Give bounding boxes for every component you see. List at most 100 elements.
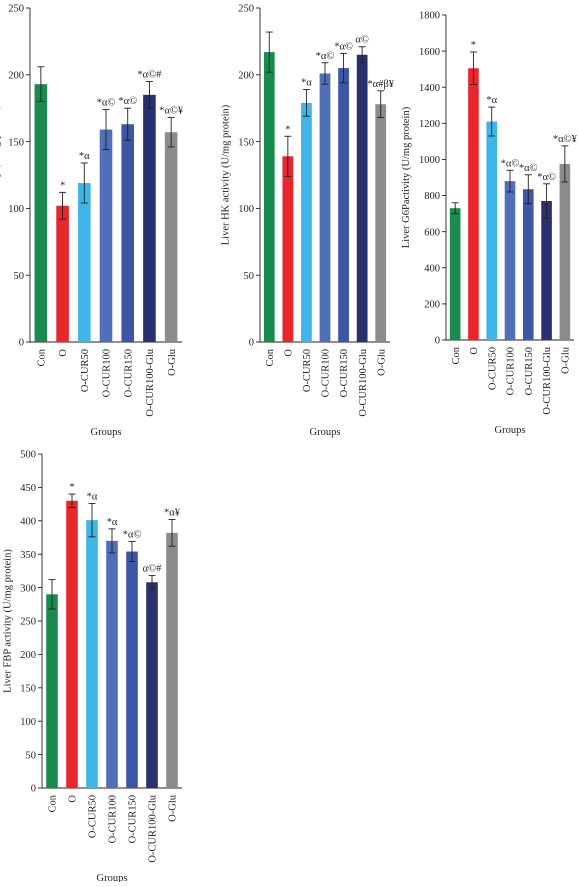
bar-o bbox=[66, 500, 78, 788]
y-axis-label: Liver FBP activity (U/mg protein) bbox=[3, 549, 14, 693]
fbp-chart: 0 50 100 150 200 250 300 350 400 450 500 Liver FBP … bbox=[3, 450, 182, 884]
bar-o-cur100-glu bbox=[541, 200, 552, 340]
bar-o-cur150 bbox=[338, 68, 349, 343]
x-tick-label: O-Glu bbox=[376, 348, 387, 376]
y-tick-label: 150 bbox=[238, 137, 254, 148]
significance-label: *α©¥ bbox=[159, 106, 184, 117]
significance-label: *α© bbox=[537, 172, 556, 183]
significance-label: α© bbox=[355, 35, 369, 46]
x-tick-label: O-CUR150 bbox=[123, 349, 134, 397]
bar-o-cur100-glu bbox=[143, 94, 156, 342]
x-axis-label: Groups bbox=[495, 425, 526, 436]
x-tick-label: O-CUR50 bbox=[88, 795, 99, 838]
bar-o-cur50 bbox=[301, 102, 312, 342]
x-tick-label: O-CUR150 bbox=[524, 347, 535, 395]
bar-o-cur100 bbox=[319, 73, 331, 343]
x-tick-label: O-CUR100 bbox=[102, 349, 113, 397]
x-tick-label: O-CUR100 bbox=[506, 347, 517, 395]
y-axis-label: Liver G6Pactivity (U/mg protein) bbox=[401, 106, 412, 248]
x-tick-label: O-CUR150 bbox=[339, 349, 350, 397]
y-tick-label: 600 bbox=[424, 227, 440, 238]
y-tick-label: 1400 bbox=[419, 83, 440, 94]
bar-con bbox=[34, 84, 48, 342]
x-tick-label: O-CUR100-Glu bbox=[148, 794, 159, 862]
y-tick-label: 0 bbox=[19, 338, 24, 349]
bar-o-glu bbox=[164, 132, 178, 342]
x-tick-label: O-CUR150 bbox=[128, 795, 139, 843]
significance-label: *α© bbox=[316, 51, 335, 62]
chart-panel-fbp: 0 50 100 150 200 250 300 350 400 450 500 Liver FBP … bbox=[0, 448, 200, 884]
significance-label: *α©# bbox=[137, 69, 162, 80]
significance-label: *α bbox=[301, 77, 312, 88]
y-tick-label: 250 bbox=[238, 4, 254, 15]
y-tick-label: 100 bbox=[8, 204, 24, 215]
significance-label: *α¥ bbox=[164, 507, 181, 518]
bar-o-cur100 bbox=[106, 540, 118, 788]
significance-label: *α© bbox=[123, 530, 142, 541]
bar-o-cur150 bbox=[126, 551, 138, 788]
x-tick-label: O bbox=[469, 347, 480, 355]
significance-label: *α©¥ bbox=[553, 134, 578, 145]
bar-o-cur50 bbox=[77, 183, 91, 342]
significance-label: *α bbox=[486, 95, 497, 106]
x-tick-label: Con bbox=[265, 348, 276, 366]
g6p-chart: 0 200 400 600 800 1000 1200 1400 1600 1800 Liver G… bbox=[401, 11, 578, 436]
y-tick-label: 1000 bbox=[419, 155, 440, 166]
y-axis-label: Liver PK activity (U/mg protein) bbox=[0, 105, 2, 244]
x-tick-label: O-Glu bbox=[167, 348, 178, 376]
x-tick-label: O-CUR100-Glu bbox=[145, 348, 156, 416]
x-tick-label: O-CUR50 bbox=[487, 347, 498, 390]
y-tick-label: 100 bbox=[20, 717, 36, 728]
y-tick-label: 50 bbox=[14, 271, 25, 282]
bar-con bbox=[46, 594, 58, 788]
y-tick-label: 300 bbox=[20, 583, 36, 594]
bar-con bbox=[449, 208, 461, 340]
x-tick-label: Con bbox=[37, 348, 48, 366]
bar-con bbox=[263, 52, 275, 342]
significance-label: *α© bbox=[334, 41, 353, 52]
y-tick-label: 250 bbox=[8, 4, 24, 15]
y-tick-label: 1800 bbox=[419, 11, 440, 22]
x-tick-label: O-CUR50 bbox=[80, 349, 91, 392]
x-tick-label: O-CUR50 bbox=[302, 349, 313, 392]
y-tick-label: 0 bbox=[249, 338, 254, 349]
bar-o-cur100-glu bbox=[356, 54, 368, 342]
y-tick-label: 100 bbox=[238, 204, 254, 215]
y-tick-label: 200 bbox=[8, 70, 24, 81]
significance-label: α©# bbox=[143, 564, 162, 575]
significance-label: *α bbox=[79, 151, 90, 162]
y-tick-label: 200 bbox=[20, 650, 36, 661]
chart-panel-g6p: 0 200 400 600 800 1000 1200 1400 1600 1800 Liver G… bbox=[400, 0, 579, 440]
y-tick-label: 400 bbox=[424, 263, 440, 274]
x-tick-label: Con bbox=[451, 346, 462, 364]
y-tick-label: 250 bbox=[20, 617, 36, 628]
x-axis-label: Groups bbox=[97, 873, 128, 882]
significance-label: *α bbox=[107, 517, 118, 528]
x-tick-label: O-Glu bbox=[561, 346, 572, 374]
y-tick-label: 0 bbox=[435, 336, 440, 347]
y-tick-label: 350 bbox=[20, 550, 36, 561]
y-tick-label: 400 bbox=[20, 516, 36, 527]
x-axis-label: Groups bbox=[310, 427, 341, 438]
bar-o-cur100 bbox=[99, 129, 113, 342]
y-tick-label: 200 bbox=[238, 70, 254, 81]
y-tick-label: 800 bbox=[424, 191, 440, 202]
y-tick-label: 50 bbox=[244, 271, 255, 282]
x-tick-label: O-CUR100 bbox=[321, 349, 332, 397]
x-tick-label: Con bbox=[48, 794, 59, 812]
chart-panel-hk: 0 50 100 150 200 250 Liver HK activity (U/mg p… bbox=[200, 0, 400, 440]
y-tick-label: 500 bbox=[20, 450, 36, 461]
bar-o-glu bbox=[375, 104, 387, 342]
significance-label: *α© bbox=[118, 96, 137, 107]
y-tick-label: 1600 bbox=[419, 47, 440, 58]
y-tick-label: 200 bbox=[424, 300, 440, 311]
y-tick-label: 450 bbox=[20, 483, 36, 494]
significance-label: * bbox=[285, 124, 290, 135]
bar-o-cur100-glu bbox=[146, 582, 158, 788]
bar-o bbox=[468, 68, 479, 340]
significance-label: * bbox=[60, 180, 65, 191]
significance-label: *α© bbox=[501, 158, 520, 169]
significance-label: * bbox=[471, 40, 476, 51]
y-tick-label: 0 bbox=[31, 784, 36, 795]
x-axis-label: Groups bbox=[91, 427, 122, 438]
